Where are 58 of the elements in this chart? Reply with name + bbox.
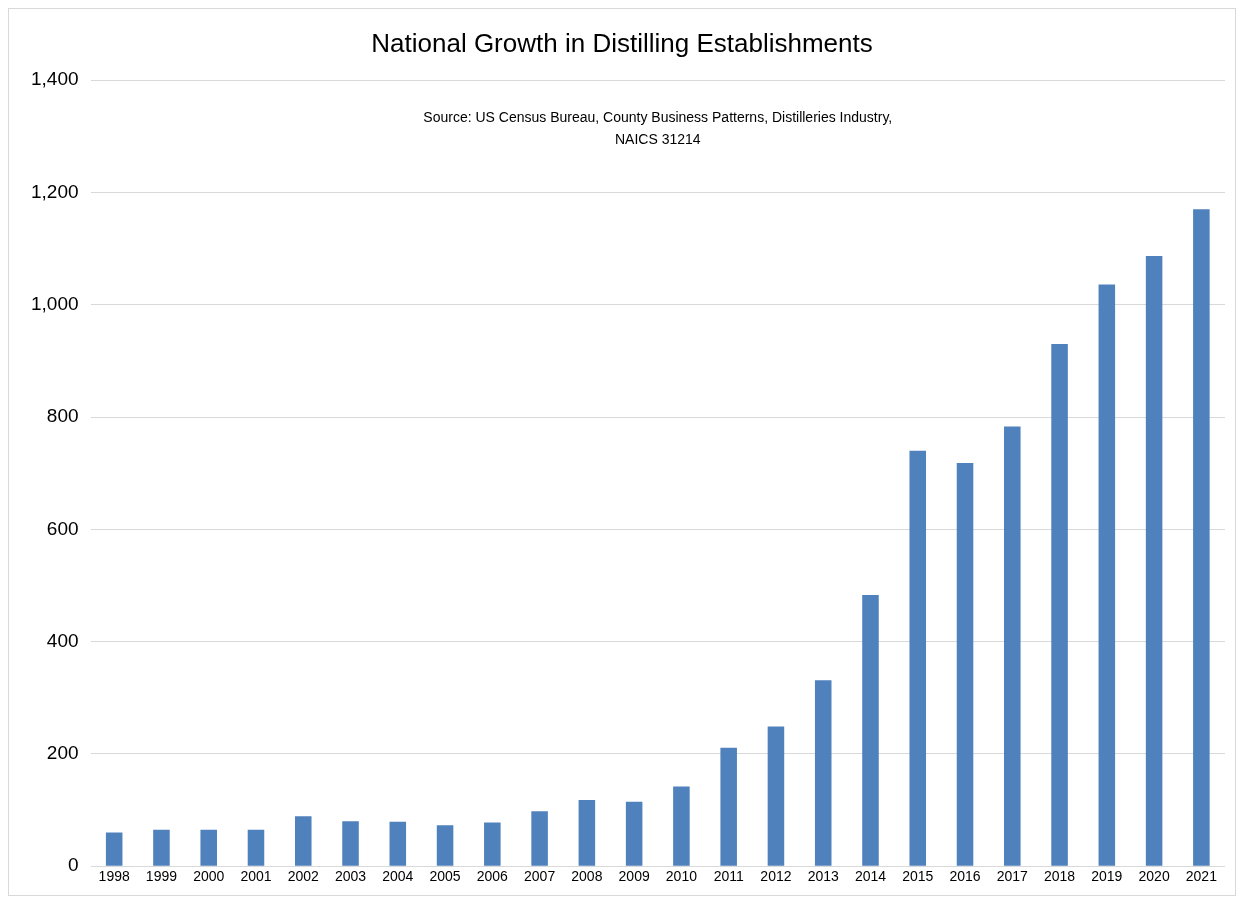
x-tick-label: 2019	[1091, 868, 1123, 885]
x-tick-label: 2007	[524, 868, 556, 885]
annotation: Source: US Census Bureau, County Business Patterns, Distilleries Industry, NAICS 31214	[423, 109, 893, 148]
x-tick-label: 2009	[618, 868, 650, 885]
x-tick-label: 1998	[98, 868, 130, 885]
bar	[625, 801, 643, 866]
x-tick-label: 2014	[854, 868, 887, 885]
bar	[105, 832, 123, 866]
x-tick-label: 2020	[1138, 868, 1170, 885]
bar	[814, 680, 832, 866]
bar	[200, 829, 217, 866]
y-tick-label: 800	[46, 405, 79, 427]
bar	[1145, 255, 1163, 866]
x-tick-label: 2004	[382, 868, 414, 885]
x-tick-label: 2002	[287, 868, 320, 885]
bar	[578, 799, 596, 866]
x-tick-label: 2008	[571, 868, 603, 885]
x-tick-label: 2001	[240, 868, 272, 885]
y-tick-label: 0	[67, 854, 79, 876]
x-tick-label: 2013	[807, 868, 839, 885]
bar	[153, 829, 170, 866]
x-tick-label: 2021	[1185, 868, 1218, 885]
y-tick-label: 1,200	[31, 180, 79, 202]
y-tick-label: 1,400	[31, 68, 79, 90]
bar	[720, 747, 737, 866]
x-tick-label: 2016	[949, 868, 981, 885]
x-tick-label: 2005	[429, 868, 461, 885]
bar	[1193, 209, 1210, 866]
y-tick-label: 600	[46, 517, 79, 539]
bar	[389, 821, 407, 866]
x-tick-label: 2000	[193, 868, 225, 885]
bar	[1051, 344, 1068, 866]
bar	[673, 786, 690, 866]
y-tick-label: 400	[46, 629, 79, 651]
chart-title: National Growth in Distilling Establishments	[371, 27, 873, 58]
bar	[247, 829, 265, 866]
bar	[531, 811, 548, 866]
y-tick-label: 200	[46, 742, 79, 764]
x-tick-label: 2017	[996, 868, 1029, 885]
bar	[909, 450, 927, 866]
x-tick-label: 1999	[145, 868, 178, 885]
x-tick-label: 2011	[713, 868, 744, 885]
bar	[1098, 284, 1116, 866]
x-tick-label: 2018	[1043, 868, 1076, 885]
bar	[767, 726, 785, 866]
bar	[484, 822, 501, 866]
y-tick-label: 1,000	[31, 293, 79, 315]
bar	[1004, 426, 1021, 866]
bar	[956, 463, 974, 866]
bar	[342, 821, 359, 866]
x-tick-label: 2010	[665, 868, 698, 885]
x-tick-label: 2015	[902, 868, 934, 885]
bar	[294, 816, 312, 866]
x-tick-label: 2012	[760, 868, 792, 885]
x-tick-label: 2003	[334, 868, 367, 885]
x-tick-label: 2006	[476, 868, 509, 885]
bar	[862, 595, 879, 866]
bar	[436, 825, 454, 866]
